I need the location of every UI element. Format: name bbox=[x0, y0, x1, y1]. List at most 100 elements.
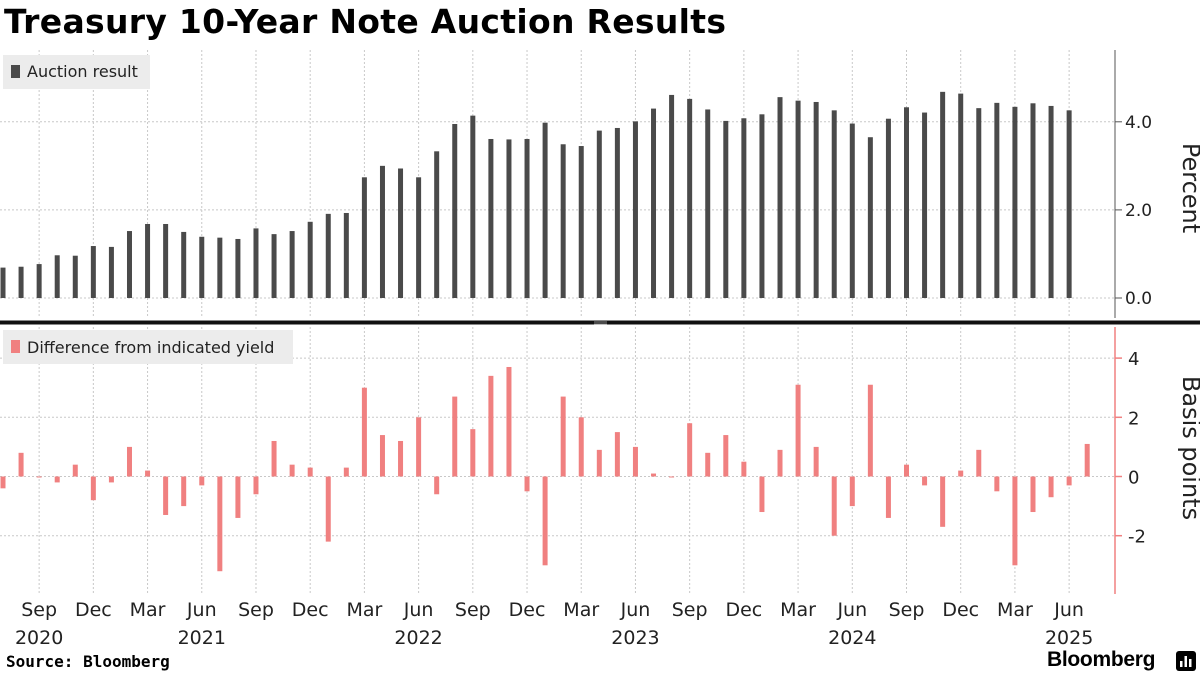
difference-bar bbox=[922, 476, 928, 486]
auction-result-bar bbox=[578, 146, 584, 298]
auction-result-bar bbox=[922, 112, 928, 298]
auction-result-bar bbox=[343, 212, 349, 298]
difference-bar bbox=[759, 476, 765, 513]
auction-result-bar bbox=[126, 231, 132, 298]
bloomberg-logo: Bloomberg bbox=[1047, 648, 1156, 671]
auction-result-bar bbox=[379, 165, 385, 298]
x-month-label: Jun bbox=[403, 599, 434, 621]
difference-bar bbox=[343, 467, 349, 477]
difference-bar bbox=[398, 440, 404, 477]
difference-bar bbox=[1084, 443, 1090, 477]
difference-bar bbox=[126, 446, 132, 477]
bottom-y-tick-label: 4 bbox=[1128, 349, 1139, 370]
difference-bar bbox=[163, 476, 169, 515]
auction-result-bar bbox=[488, 138, 494, 298]
auction-result-bar bbox=[885, 118, 891, 299]
top-legend-label: Auction result bbox=[27, 62, 138, 81]
difference-bar bbox=[831, 476, 837, 536]
auction-result-bar bbox=[452, 124, 458, 298]
difference-bar bbox=[470, 429, 476, 477]
chart-canvas: 0.0 2.0 4.0 -2 0 2 4 Auction result Difference… bbox=[0, 50, 1200, 649]
difference-bar bbox=[795, 384, 801, 477]
difference-bar bbox=[578, 417, 584, 477]
x-month-label: Jun bbox=[836, 599, 867, 621]
difference-bar bbox=[325, 476, 331, 542]
auction-result-bar bbox=[307, 221, 313, 298]
top-legend-swatch bbox=[11, 65, 20, 78]
auction-result-bar bbox=[777, 97, 783, 298]
auction-result-bar bbox=[434, 151, 440, 298]
auction-result-bar bbox=[813, 101, 819, 298]
x-month-label: Dec bbox=[292, 599, 329, 621]
x-axis-labels: Sep Dec Mar Jun Sep Dec Mar Jun Sep Dec Mar Jun Sep D… bbox=[15, 599, 1093, 649]
difference-bar bbox=[235, 476, 241, 518]
top-y-axis-title: Percent bbox=[1177, 143, 1200, 233]
difference-bar bbox=[524, 476, 530, 492]
difference-bar bbox=[145, 470, 151, 477]
difference-bar bbox=[1066, 476, 1072, 486]
bottom-y-tick-label: 2 bbox=[1128, 408, 1139, 429]
auction-result-bar bbox=[542, 122, 548, 298]
difference-bar bbox=[488, 375, 494, 477]
bottom-legend: Difference from indicated yield bbox=[3, 330, 293, 364]
x-month-label: Sep bbox=[889, 599, 925, 621]
difference-bar bbox=[994, 476, 1000, 492]
difference-bar bbox=[452, 396, 458, 477]
auction-result-bar bbox=[651, 108, 657, 299]
auction-result-bar bbox=[687, 98, 693, 298]
auction-result-bar bbox=[506, 139, 512, 298]
auction-result-bar bbox=[759, 114, 765, 299]
difference-bars bbox=[0, 366, 1090, 572]
difference-bar bbox=[632, 446, 638, 477]
difference-bar bbox=[181, 476, 187, 507]
difference-bar bbox=[723, 435, 729, 477]
chart-title: Treasury 10-Year Note Auction Results bbox=[4, 2, 727, 41]
difference-bar bbox=[289, 464, 295, 477]
auction-result-bar bbox=[289, 231, 295, 298]
x-month-label: Dec bbox=[509, 599, 546, 621]
difference-bar bbox=[813, 446, 819, 477]
x-month-label: Mar bbox=[780, 599, 816, 621]
auction-result-bar bbox=[416, 177, 422, 298]
auction-result-bar bbox=[253, 228, 259, 298]
x-month-label: Mar bbox=[130, 599, 166, 621]
auction-result-bar bbox=[1048, 105, 1054, 298]
auction-result-bar bbox=[325, 213, 331, 298]
difference-bar bbox=[596, 449, 602, 477]
auction-result-bar bbox=[849, 123, 855, 298]
auction-result-bar bbox=[560, 144, 566, 298]
difference-bar bbox=[0, 476, 6, 489]
difference-bar bbox=[976, 449, 982, 477]
auction-result-bar bbox=[741, 118, 747, 298]
difference-bar bbox=[849, 476, 855, 507]
x-month-label: Sep bbox=[21, 599, 57, 621]
difference-bar bbox=[1048, 476, 1054, 498]
difference-bar bbox=[307, 467, 313, 477]
auction-result-bar bbox=[470, 115, 476, 299]
auction-result-bar bbox=[632, 121, 638, 298]
auction-result-bar bbox=[163, 223, 169, 298]
bloomberg-chart-icon bbox=[1176, 651, 1196, 671]
auction-result-bar bbox=[72, 255, 78, 298]
difference-bar bbox=[705, 452, 711, 477]
difference-bar bbox=[687, 423, 693, 477]
difference-bar bbox=[958, 470, 964, 477]
bottom-legend-swatch bbox=[11, 340, 20, 353]
top-y-tick-label: 0.0 bbox=[1125, 289, 1152, 309]
difference-bar bbox=[741, 461, 747, 477]
x-month-label: Jun bbox=[620, 599, 651, 621]
difference-bar bbox=[885, 476, 891, 518]
auction-result-bar bbox=[235, 238, 241, 298]
difference-bar bbox=[1012, 476, 1018, 566]
top-y-tick-label: 4.0 bbox=[1125, 113, 1152, 133]
x-month-label: Jun bbox=[1053, 599, 1084, 621]
x-month-label: Dec bbox=[725, 599, 762, 621]
bottom-panel-gridlines bbox=[0, 327, 1115, 594]
difference-bar bbox=[669, 476, 675, 478]
bottom-legend-label: Difference from indicated yield bbox=[27, 338, 274, 357]
difference-bar bbox=[271, 440, 277, 477]
bottom-y-tick-label: -2 bbox=[1128, 527, 1146, 548]
auction-result-bar bbox=[940, 91, 946, 298]
difference-bar bbox=[217, 476, 223, 572]
x-year-label: 2023 bbox=[611, 627, 659, 649]
